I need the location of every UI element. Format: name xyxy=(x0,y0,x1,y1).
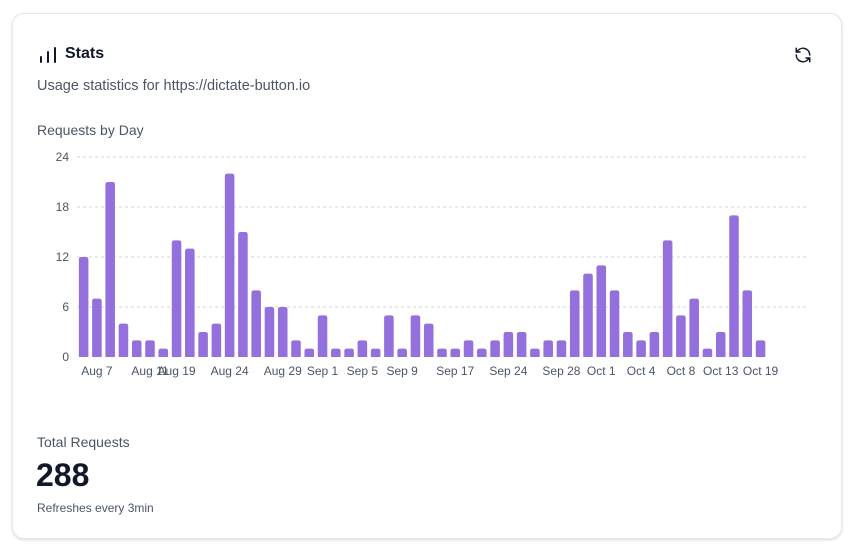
x-tick-label: Aug 11 xyxy=(131,364,168,378)
bar-aug-19[interactable] xyxy=(171,240,182,357)
bar-aug-12[interactable] xyxy=(158,348,169,357)
stats-card: Stats Usage statistics for https://dicta… xyxy=(12,13,842,539)
bar-sep-17[interactable] xyxy=(477,348,487,357)
bar-sep-11[interactable] xyxy=(437,348,447,357)
bar-sep-27[interactable] xyxy=(569,290,580,357)
bar-oct-10[interactable] xyxy=(742,290,753,357)
card-title: Stats xyxy=(65,45,105,62)
bar-sep-28[interactable] xyxy=(583,273,593,357)
bar-oct-8[interactable] xyxy=(715,332,726,357)
bar-oct-3[interactable] xyxy=(649,332,660,357)
bar-aug-9[interactable] xyxy=(118,323,129,357)
bar-oct-1[interactable] xyxy=(623,332,633,357)
refresh-note: Refreshes every 3min xyxy=(37,501,154,515)
bar-sep-4[interactable] xyxy=(357,340,368,357)
bar-aug-29[interactable] xyxy=(277,307,288,357)
bar-sep-29[interactable] xyxy=(596,265,607,357)
bar-aug-6[interactable] xyxy=(78,257,89,357)
bar-aug-22[interactable] xyxy=(211,323,222,357)
y-tick-label: 18 xyxy=(56,200,70,214)
bar-aug-27[interactable] xyxy=(264,307,275,357)
bar-sep-25[interactable] xyxy=(543,340,553,357)
bar-sep-12[interactable] xyxy=(450,348,461,357)
bar-aug-21[interactable] xyxy=(198,332,208,357)
y-tick-label: 0 xyxy=(62,350,69,364)
bar-sep-1[interactable] xyxy=(317,315,328,357)
bar-oct-13[interactable] xyxy=(755,340,766,357)
x-tick-label: Oct 4 xyxy=(627,364,656,378)
bar-oct-6[interactable] xyxy=(689,298,699,357)
bar-sep-13[interactable] xyxy=(463,340,474,357)
x-tick-label: Oct 19 xyxy=(743,364,779,378)
bar-oct-9[interactable] xyxy=(729,215,739,357)
bar-sep-10[interactable] xyxy=(423,323,434,357)
bar-sep-30[interactable] xyxy=(609,290,620,357)
bar-sep-19[interactable] xyxy=(503,332,514,357)
bar-sep-20[interactable] xyxy=(516,332,527,357)
bar-aug-30[interactable] xyxy=(291,340,301,357)
bar-aug-26[interactable] xyxy=(251,290,261,357)
refresh-icon[interactable] xyxy=(794,46,812,64)
bar-oct-2[interactable] xyxy=(636,340,646,357)
card-subtitle: Usage statistics for https://dictate-but… xyxy=(37,78,311,94)
y-tick-label: 24 xyxy=(56,150,70,164)
x-tick-label: Aug 29 xyxy=(264,364,302,378)
chart-title: Requests by Day xyxy=(37,122,144,138)
bar-sep-18[interactable] xyxy=(490,340,500,357)
x-tick-label: Aug 24 xyxy=(211,364,249,378)
y-tick-label: 12 xyxy=(56,250,70,264)
x-tick-label: Sep 1 xyxy=(307,364,339,378)
bar-aug-25[interactable] xyxy=(238,232,248,357)
x-tick-label: Sep 9 xyxy=(387,364,419,378)
bar-aug-11[interactable] xyxy=(145,340,155,357)
bar-aug-7[interactable] xyxy=(92,298,102,357)
y-tick-label: 6 xyxy=(62,300,69,314)
bar-sep-8[interactable] xyxy=(397,348,407,357)
bar-chart-icon xyxy=(40,47,56,63)
bar-sep-24[interactable] xyxy=(530,348,540,357)
bar-oct-7[interactable] xyxy=(702,348,713,357)
x-tick-label: Oct 1 xyxy=(587,364,616,378)
total-requests-label: Total Requests xyxy=(37,434,130,450)
x-tick-label: Oct 8 xyxy=(667,364,696,378)
total-requests-value: 288 xyxy=(36,457,90,493)
x-tick-label: Sep 24 xyxy=(489,364,527,378)
bar-sep-3[interactable] xyxy=(344,348,354,357)
bar-sep-9[interactable] xyxy=(410,315,421,357)
x-tick-label: Aug 19 xyxy=(158,364,196,378)
x-tick-label: Sep 5 xyxy=(347,364,379,378)
bar-sep-2[interactable] xyxy=(331,348,341,357)
x-tick-label: Sep 28 xyxy=(542,364,580,378)
bar-oct-5[interactable] xyxy=(676,315,686,357)
x-tick-label: Sep 17 xyxy=(436,364,474,378)
bar-oct-4[interactable] xyxy=(662,240,673,357)
x-tick-label: Aug 7 xyxy=(81,364,113,378)
x-tick-label: Oct 13 xyxy=(703,364,739,378)
bar-aug-24[interactable] xyxy=(224,173,235,357)
bar-aug-8[interactable] xyxy=(105,182,115,357)
bar-sep-26[interactable] xyxy=(556,340,567,357)
bar-aug-31[interactable] xyxy=(304,348,315,357)
bar-aug-20[interactable] xyxy=(185,248,195,357)
bar-sep-6[interactable] xyxy=(384,315,394,357)
bar-sep-5[interactable] xyxy=(370,348,381,357)
bar-aug-10[interactable] xyxy=(131,340,142,357)
